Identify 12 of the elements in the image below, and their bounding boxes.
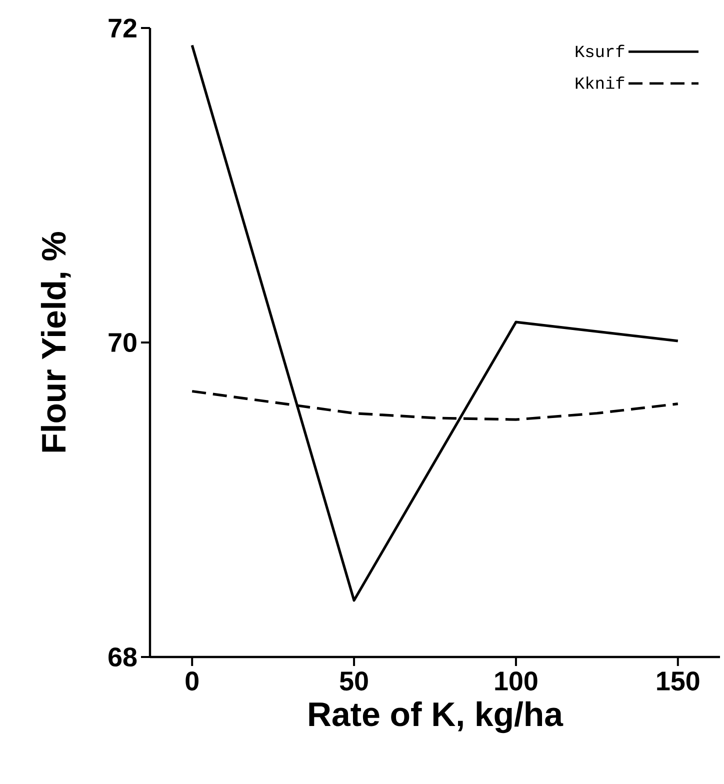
y-tick-label: 68 xyxy=(108,647,137,667)
x-axis-title: Rate of K, kg/ha xyxy=(309,701,564,734)
y-axis-title: Flour Yield, % xyxy=(40,232,71,452)
legend-label: Ksurf xyxy=(576,44,624,58)
y-tick-label: 70 xyxy=(108,332,136,352)
x-tick-label: 100 xyxy=(495,672,538,691)
legend-label: Kknif xyxy=(576,76,624,89)
y-tick-label: 72 xyxy=(108,18,136,38)
line-series xyxy=(190,44,680,602)
x-tick-label: 50 xyxy=(340,672,368,691)
x-tick-label: 150 xyxy=(657,672,700,691)
x-tick-label: 0 xyxy=(186,672,198,691)
